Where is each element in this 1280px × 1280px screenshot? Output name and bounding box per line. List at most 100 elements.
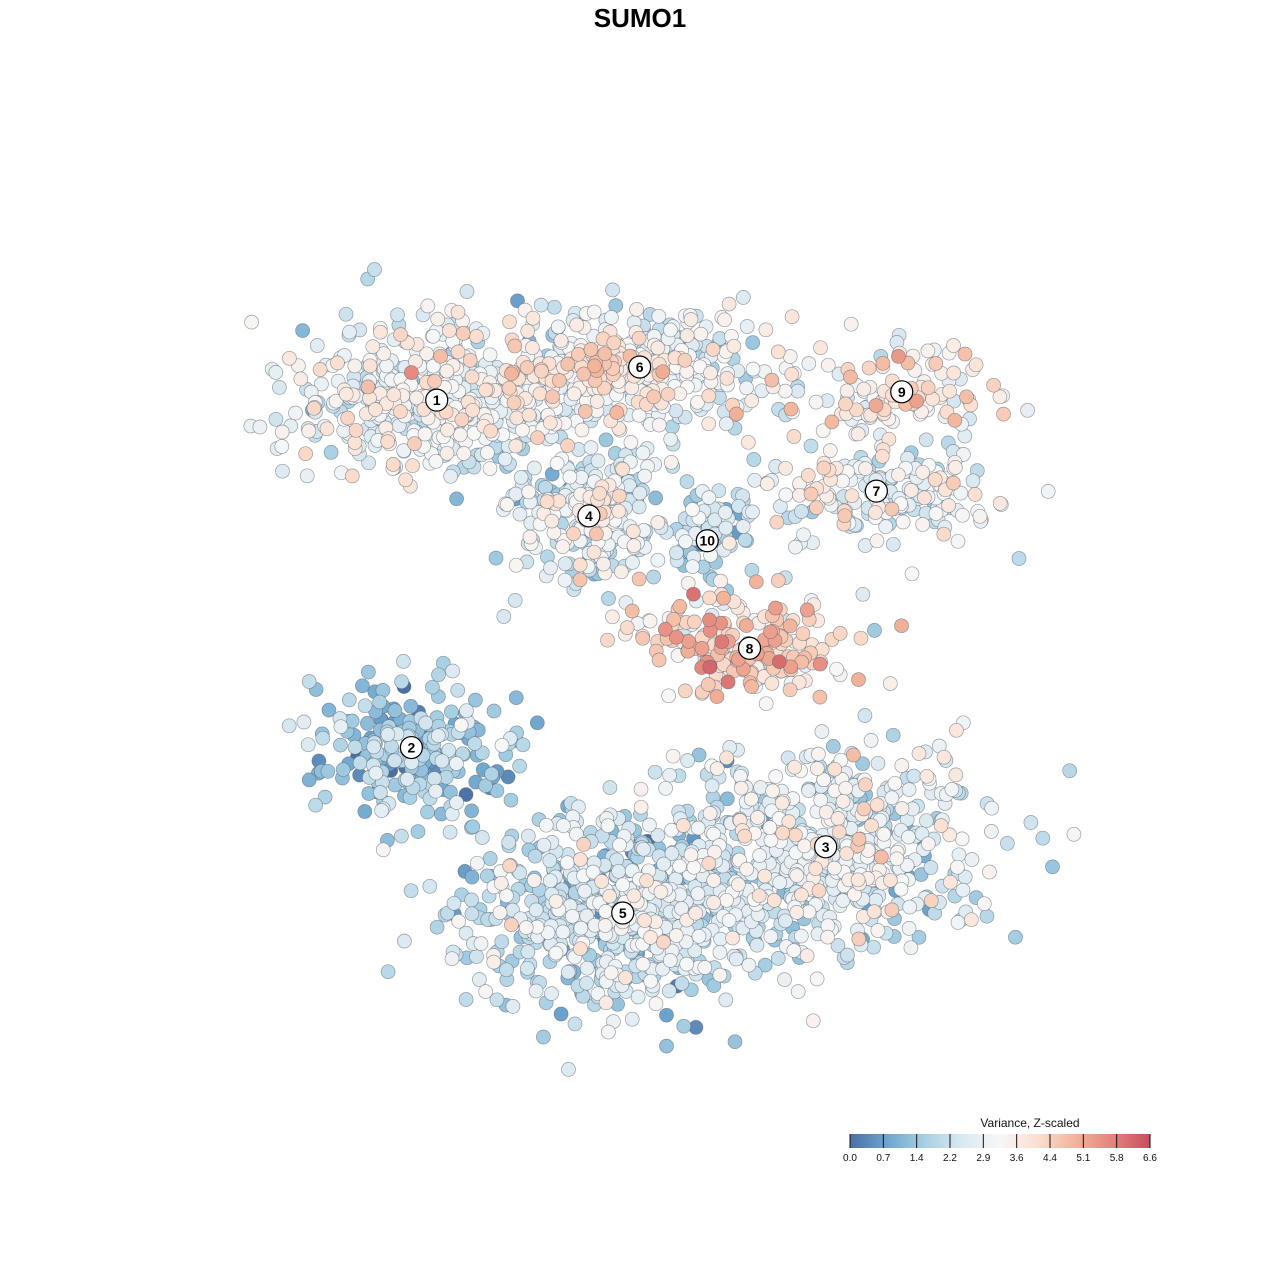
colorbar-tick-label: 6.6 [1143, 1153, 1157, 1164]
data-point [478, 778, 493, 794]
data-point [745, 335, 761, 350]
data-point [690, 820, 706, 836]
data-point [577, 883, 593, 899]
data-point [494, 934, 510, 950]
data-point [407, 436, 422, 451]
data-point [352, 755, 368, 771]
cluster-label-text: 3 [822, 839, 830, 855]
data-point [341, 692, 357, 708]
data-point [775, 825, 791, 841]
data-point [757, 957, 773, 973]
data-point [996, 406, 1011, 422]
data-point [927, 472, 943, 487]
data-point [868, 398, 884, 413]
data-point [789, 868, 805, 883]
data-point [482, 851, 498, 866]
chart-title: SUMO1 [594, 3, 686, 33]
data-point [478, 382, 494, 398]
data-point [557, 572, 573, 588]
data-point [1035, 830, 1051, 846]
data-point [598, 995, 614, 1011]
data-point [800, 468, 816, 483]
data-point [719, 370, 735, 386]
data-point [624, 603, 640, 619]
data-point [629, 302, 644, 317]
data-point [774, 795, 790, 811]
data-point [661, 688, 676, 704]
data-point [512, 758, 527, 774]
data-point [855, 586, 871, 602]
data-point [768, 769, 784, 784]
data-point [394, 828, 409, 844]
cluster-label-9: 9 [890, 380, 914, 404]
data-point [439, 363, 455, 379]
data-point [611, 863, 626, 879]
data-point [793, 928, 809, 944]
data-point [427, 771, 442, 786]
data-point [950, 533, 966, 549]
data-point [687, 614, 702, 630]
data-point [450, 682, 466, 698]
data-point [701, 388, 717, 404]
data-point [522, 529, 538, 545]
data-point [639, 873, 654, 888]
data-point [838, 396, 853, 412]
data-point [660, 386, 676, 402]
data-point [632, 485, 648, 501]
data-point [573, 852, 588, 867]
data-point [928, 506, 944, 521]
data-point [526, 873, 542, 888]
data-point [759, 476, 775, 492]
data-point [643, 930, 658, 945]
data-point [737, 532, 753, 548]
data-point [674, 976, 690, 991]
colorbar-tick-label: 5.8 [1110, 1153, 1124, 1164]
data-point [330, 355, 345, 371]
data-point [850, 872, 866, 888]
data-point [653, 884, 669, 900]
data-point [561, 1062, 576, 1077]
data-point [782, 682, 798, 698]
data-point [572, 572, 588, 588]
data-point [822, 443, 838, 458]
data-point [868, 505, 883, 520]
data-point [651, 308, 667, 324]
data-point [469, 855, 485, 871]
data-point [846, 747, 861, 763]
data-point [501, 834, 517, 850]
data-point [643, 973, 659, 989]
data-point [502, 858, 517, 874]
data-point [904, 566, 920, 582]
cluster-label-text: 1 [433, 392, 441, 408]
data-point [876, 826, 892, 842]
data-point [788, 539, 803, 555]
data-point [748, 574, 764, 590]
data-point [920, 343, 936, 359]
data-point [666, 611, 681, 627]
data-point [380, 434, 396, 449]
data-point [664, 846, 680, 861]
data-point [445, 663, 460, 679]
data-point [945, 475, 961, 491]
data-point [712, 967, 728, 983]
data-point [835, 893, 851, 908]
data-point [735, 290, 751, 305]
data-point [544, 986, 559, 1001]
data-point [827, 761, 843, 777]
data-point [739, 861, 755, 877]
data-point [705, 342, 721, 357]
data-point [799, 602, 815, 618]
data-point [527, 460, 542, 476]
data-point [805, 1013, 821, 1029]
data-point [744, 393, 760, 409]
data-point [801, 783, 816, 798]
data-point [920, 380, 936, 396]
data-point [812, 656, 828, 672]
data-point [478, 984, 493, 999]
data-point [662, 767, 677, 783]
cluster-label-badge [628, 355, 652, 379]
data-point [739, 380, 754, 396]
data-point [770, 344, 786, 360]
data-point [815, 423, 831, 439]
data-point [507, 593, 523, 608]
